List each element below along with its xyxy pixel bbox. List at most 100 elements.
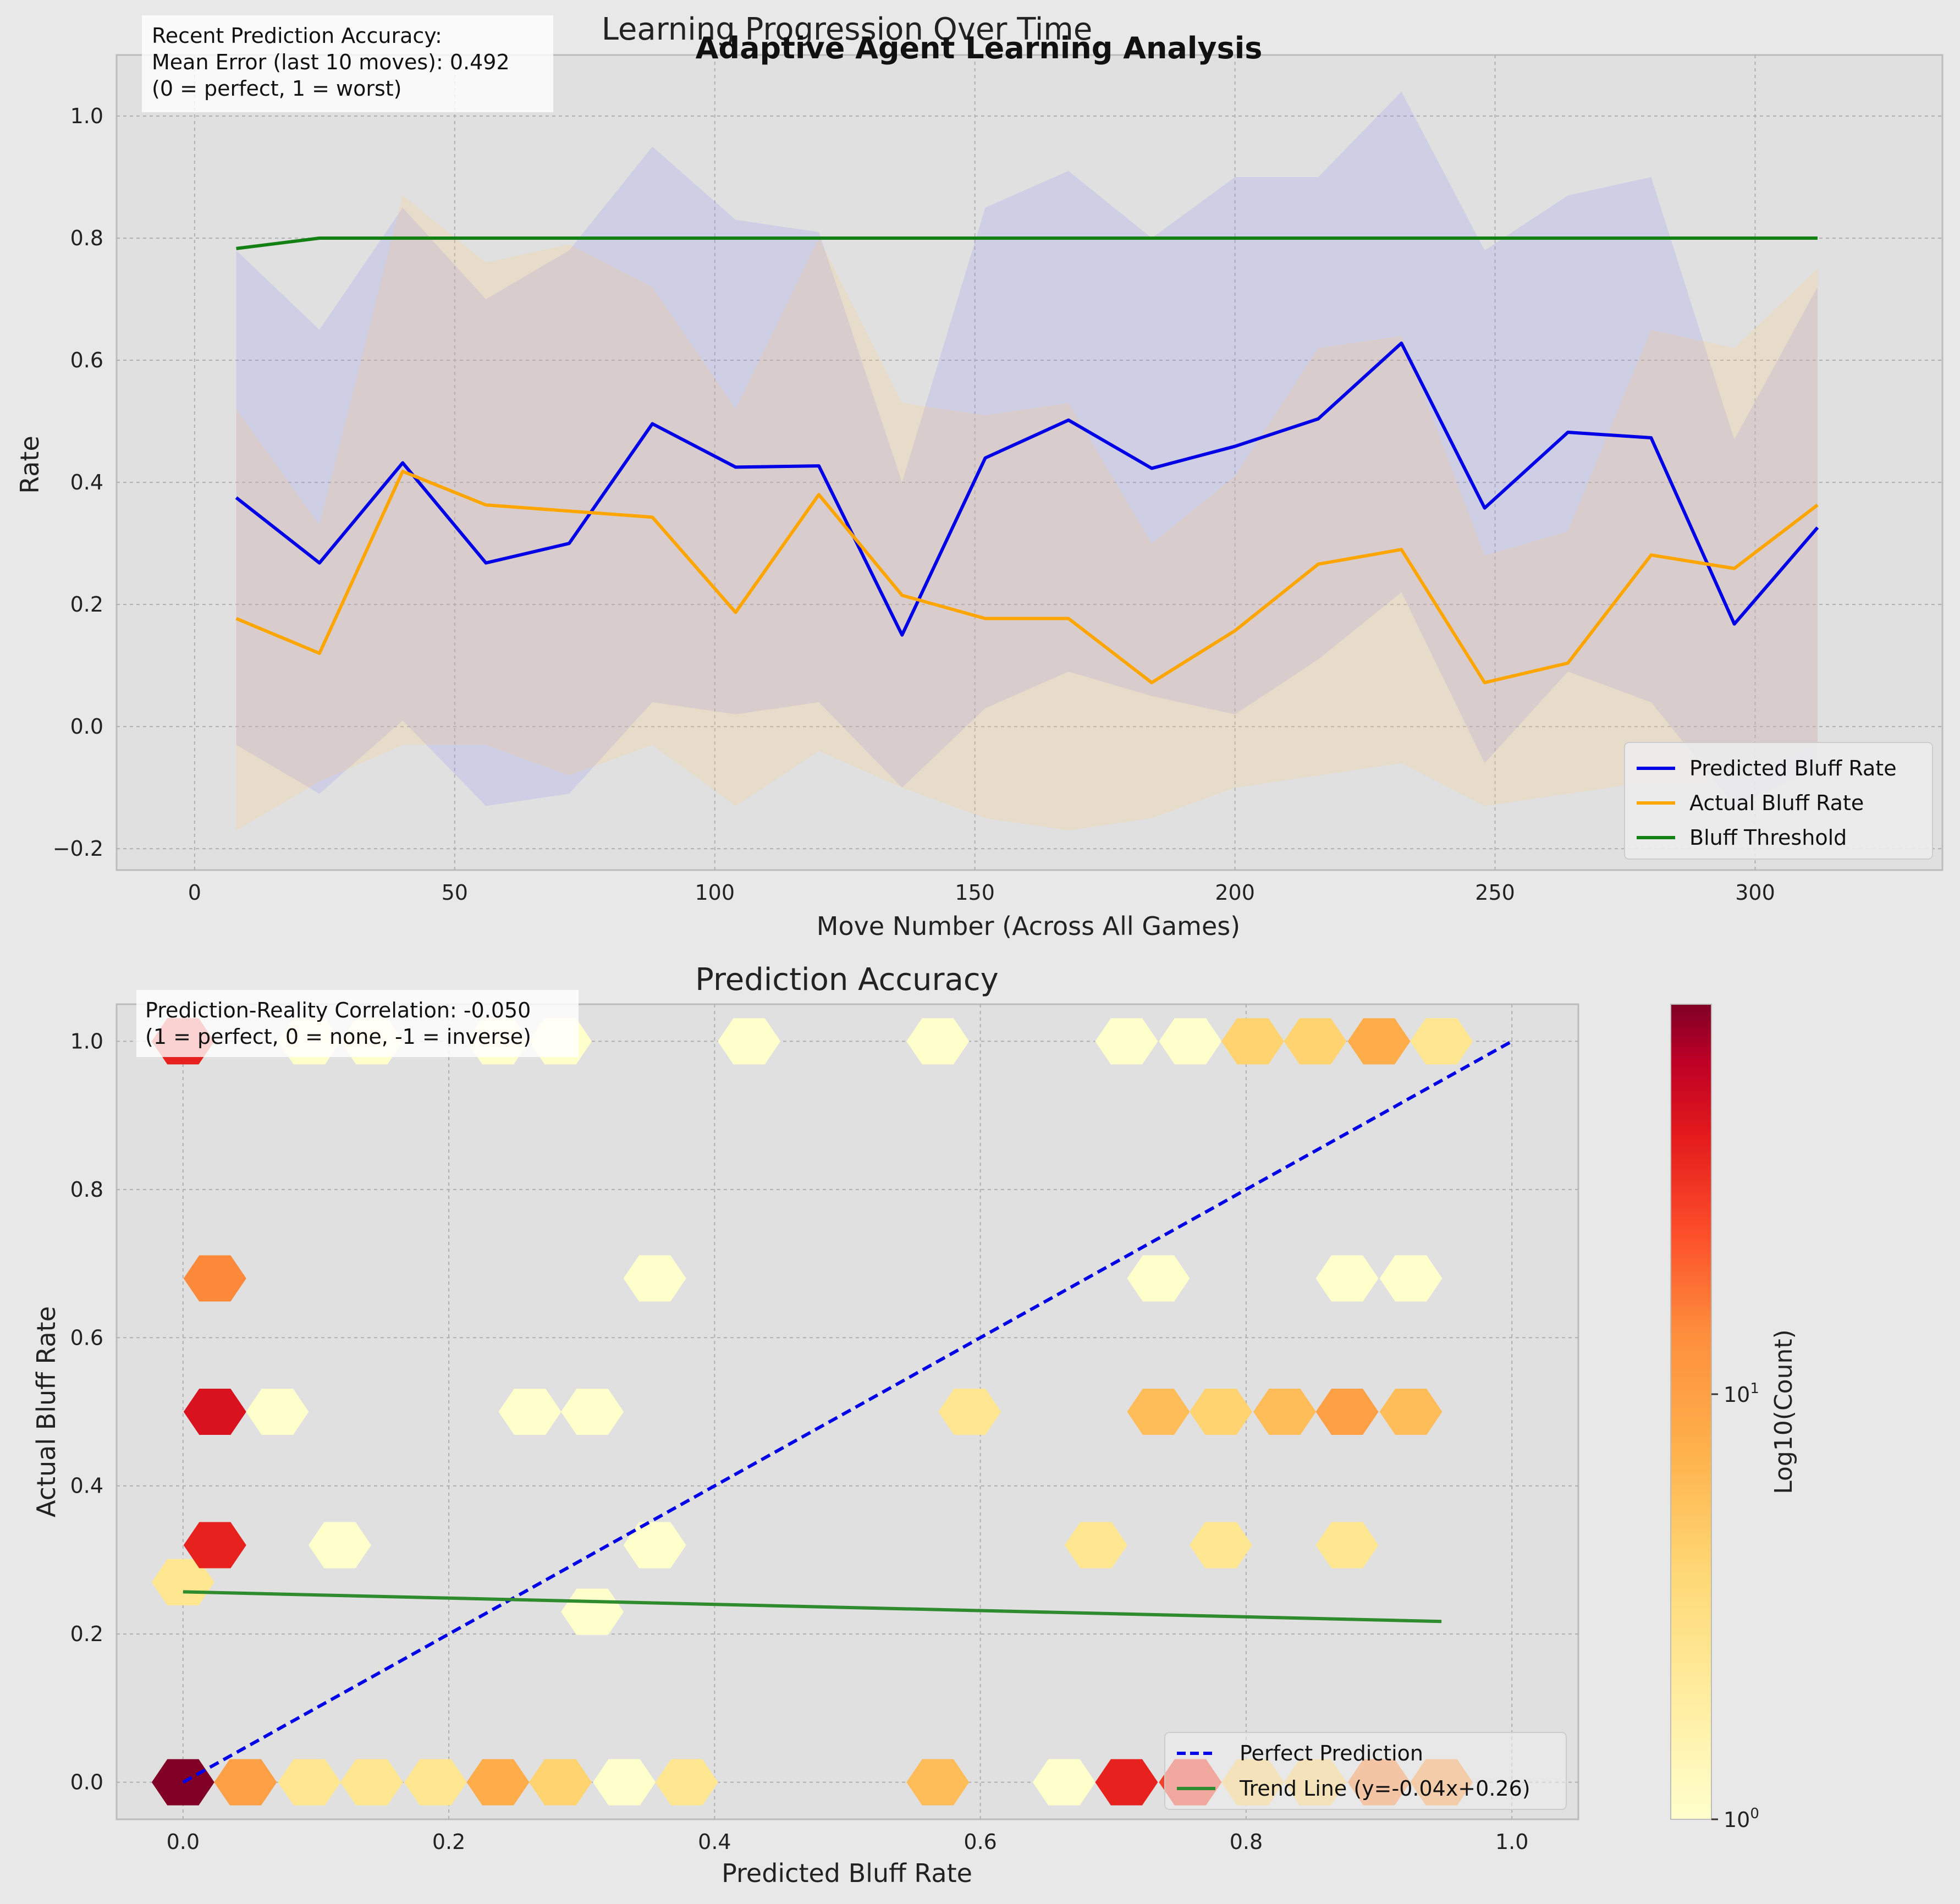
hexbin-cell (466, 1759, 530, 1806)
trend-line (183, 1590, 1442, 1624)
bottom-x-axis-label: Predicted Bluff Rate (722, 1858, 972, 1888)
hexbin-cell (655, 1759, 718, 1806)
predicted-bluff-rate-line (235, 341, 1819, 637)
top-y-tick-label: 0.8 (70, 226, 103, 250)
bottom-legend: Perfect Prediction Trend Line (y=-0.04x+… (1164, 1732, 1567, 1810)
hexbin-cell (718, 1018, 781, 1065)
bottom-x-tick-label: 0.0 (167, 1830, 200, 1854)
bottom-chart-title: Prediction Accuracy (695, 962, 999, 998)
top-x-tick-label: 0 (188, 881, 201, 905)
top-y-tick-label: 0.2 (70, 592, 103, 617)
hexbin-cell (623, 1522, 686, 1569)
top-y-axis-label: Rate (15, 436, 45, 493)
learning-progression-panel: 0 50 100 150 200 250 300 −0.2 0.0 0.2 0.4 0.6 0.8 1.0… (15, 12, 1944, 941)
hexbin-cell (1032, 1759, 1095, 1806)
hexbin-cell (1410, 1018, 1473, 1065)
top-annotation-background (142, 15, 553, 112)
top-y-tick-label: 0.0 (70, 714, 103, 739)
hexbin-cell (214, 1759, 277, 1806)
hexbin-cell (278, 1759, 341, 1806)
bottom-legend-box (1164, 1732, 1567, 1810)
legend-threshold-label: Bluff Threshold (1689, 826, 1847, 850)
hexbin-cell (1189, 1389, 1252, 1435)
bluff-threshold-line (236, 236, 1818, 250)
prediction-accuracy-panel: 0.0 0.2 0.4 0.6 0.8 1.0 0.0 0.2 0.4 0.6 0.8 1.0 Pre… (31, 962, 1579, 1888)
top-x-axis-label: Move Number (Across All Games) (817, 911, 1240, 941)
top-x-tick-label: 200 (1215, 881, 1255, 905)
bottom-annotation-line-2: (1 = perfect, 0 = none, -1 = inverse) (145, 1025, 531, 1049)
actual-bluff-rate-line (235, 470, 1819, 685)
bottom-y-tick-label: 0.6 (70, 1325, 103, 1350)
hexbin-cell (1315, 1522, 1379, 1569)
legend-predicted-label: Predicted Bluff Rate (1689, 756, 1897, 780)
bottom-annotation-line-1: Prediction-Reality Correlation: -0.050 (145, 998, 531, 1022)
top-plot-area (115, 54, 1944, 871)
hexbin-cell (404, 1759, 467, 1806)
top-annotation-line-1: Recent Prediction Accuracy: (152, 24, 442, 48)
bottom-x-tick-label: 0.8 (1230, 1830, 1263, 1854)
hexbin-cell (183, 1255, 246, 1302)
hexbin-cell (308, 1522, 371, 1569)
top-annotation-line-2: Mean Error (last 10 moves): 0.492 (152, 50, 510, 74)
top-y-tick-label: 0.6 (70, 348, 103, 372)
top-series-lines (235, 236, 1819, 685)
bottom-annotation-background (136, 990, 579, 1057)
top-y-tick-label: −0.2 (53, 837, 103, 861)
top-x-tick-label: 150 (955, 881, 995, 905)
top-chart-title: Learning Progression Over Time (602, 12, 1093, 47)
bottom-y-tick-label: 0.0 (70, 1770, 103, 1795)
top-legend: Predicted Bluff Rate Actual Bluff Rate B… (1624, 742, 1933, 860)
hexbin-cell (1221, 1018, 1284, 1065)
hexbin-cell (1379, 1255, 1443, 1302)
bottom-y-tick-label: 1.0 (70, 1029, 103, 1053)
bottom-axis-ticks: 0.0 0.2 0.4 0.6 0.8 1.0 0.0 0.2 0.4 0.6 0.8 1.0 (70, 1029, 1529, 1854)
hexbin-cell (561, 1389, 624, 1435)
hexbin-cell (1189, 1522, 1252, 1569)
hexbin-cell (183, 1522, 246, 1569)
hexbin-cell (1127, 1389, 1190, 1435)
hexbin-cell (183, 1389, 246, 1435)
top-legend-box (1624, 742, 1933, 860)
hexbin-cell (1064, 1522, 1127, 1569)
top-x-tick-label: 50 (442, 881, 468, 905)
hexbin-cell (906, 1759, 970, 1806)
top-annotation-line-3: (0 = perfect, 1 = worst) (152, 76, 401, 101)
top-x-tick-label: 250 (1475, 881, 1515, 905)
hexbin-cell (938, 1389, 1001, 1435)
top-y-tick-label: 1.0 (70, 104, 103, 128)
bottom-series-lines (182, 1039, 1513, 1784)
hexbin-cell (906, 1018, 970, 1065)
hexbin-cell (340, 1759, 403, 1806)
hexbin-cell (1315, 1389, 1379, 1435)
hexbin-cell (529, 1759, 592, 1806)
legend-trend-label: Trend Line (y=-0.04x+0.26) (1239, 1776, 1530, 1801)
hexbin-cell (1095, 1018, 1158, 1065)
bottom-y-tick-label: 0.2 (70, 1622, 103, 1646)
actual-confidence-band (236, 195, 1818, 830)
top-axis-ticks: 0 50 100 150 200 250 300 −0.2 0.0 0.2 0.4 0.6 0.8 1.0 (53, 104, 1775, 905)
hexbin-cell (1347, 1018, 1411, 1065)
hexbin-cell (623, 1255, 686, 1302)
hexbin-cell (1379, 1389, 1443, 1435)
hexbin-cell (1253, 1389, 1316, 1435)
hexbin-cell (1315, 1255, 1379, 1302)
hexbin-cell (593, 1759, 656, 1806)
top-x-tick-label: 300 (1735, 881, 1775, 905)
perfect-prediction-line (182, 1039, 1513, 1784)
bottom-x-tick-label: 1.0 (1495, 1830, 1528, 1854)
top-confidence-bands (236, 91, 1818, 830)
hexbin-cell (1127, 1255, 1190, 1302)
bottom-y-tick-label: 0.8 (70, 1177, 103, 1202)
legend-actual-label: Actual Bluff Rate (1689, 791, 1864, 815)
hexbin-cell (1284, 1018, 1347, 1065)
hexbin-cell (246, 1389, 309, 1435)
top-x-tick-label: 100 (695, 881, 735, 905)
bottom-x-tick-label: 0.6 (964, 1830, 996, 1854)
figure-title: Adaptive Agent Learning Analysis (696, 31, 1263, 65)
colorbar-label: Log10(Count) (1770, 1329, 1798, 1494)
bottom-y-axis-label: Actual Bluff Rate (31, 1306, 61, 1517)
predicted-confidence-band (236, 91, 1818, 806)
bottom-x-tick-label: 0.2 (432, 1830, 465, 1854)
bottom-x-tick-label: 0.4 (698, 1830, 731, 1854)
